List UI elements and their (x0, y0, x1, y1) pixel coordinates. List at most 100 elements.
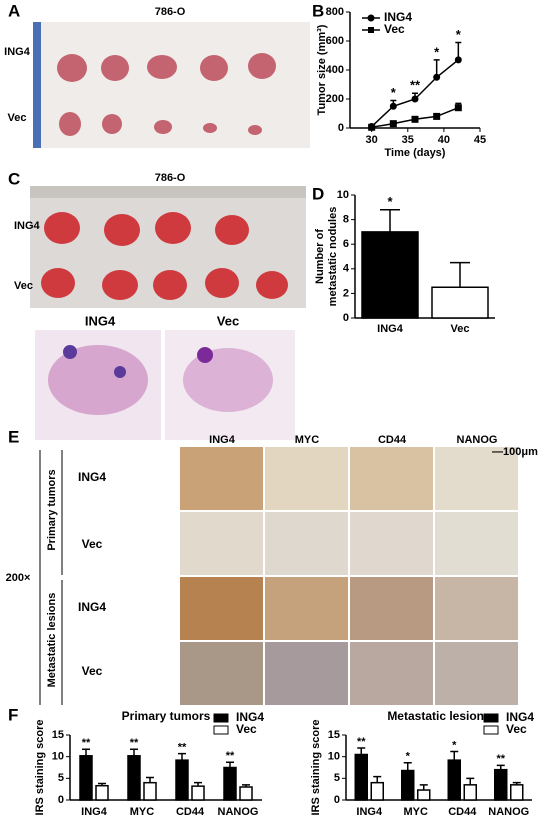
ihc-image (180, 642, 263, 705)
label: Vec (217, 313, 239, 328)
bar (463, 784, 477, 801)
ihc-image (180, 512, 263, 575)
x-tick-label: CD44 (448, 806, 477, 818)
label: F (8, 705, 18, 724)
error-bar (403, 761, 412, 771)
y-tick-label: 15 (328, 729, 340, 741)
significance: ** (178, 742, 187, 754)
ihc-image (350, 642, 433, 705)
point (389, 120, 397, 128)
nodule (63, 345, 77, 359)
label: ING4 (78, 470, 106, 484)
significance: * (406, 751, 411, 763)
label: C (8, 169, 20, 188)
x-tick-label: 40 (438, 134, 450, 146)
error-bar (373, 775, 382, 783)
bar (361, 231, 419, 319)
ihc-image (265, 512, 348, 575)
legend-swatch (483, 713, 499, 723)
error-bar (178, 752, 186, 761)
bar (95, 784, 109, 801)
x-tick-label: ING4 (377, 323, 404, 335)
label: ING4 (78, 600, 106, 614)
point (433, 112, 441, 120)
bar (494, 768, 508, 801)
bar (223, 766, 237, 801)
bar (431, 286, 489, 319)
label: ING4 (14, 220, 41, 232)
label: MYC (295, 434, 320, 446)
y-tick-label: 10 (337, 189, 349, 201)
legend-swatch (213, 713, 229, 723)
ihc-image (180, 447, 263, 510)
y-tick-label: 400 (326, 64, 344, 76)
x-tick-label: 35 (402, 134, 414, 146)
nodule (197, 347, 213, 363)
y-tick-label: 2 (343, 287, 349, 299)
label: D (312, 184, 324, 203)
y-tick-label: 10 (52, 751, 64, 763)
label: B (312, 1, 324, 20)
error-bar (357, 747, 366, 755)
y-tick-label: 0 (343, 312, 349, 324)
x-tick-label: NANOG (488, 806, 529, 818)
point (454, 104, 462, 112)
label: Vec (14, 280, 33, 292)
x-tick-label: MYC (130, 806, 155, 818)
error-bar (146, 776, 154, 783)
ruler (30, 186, 306, 198)
x-tick-label: 30 (366, 134, 378, 146)
label: NANOG (457, 434, 498, 446)
bar (401, 769, 415, 801)
ihc-image (265, 447, 348, 510)
x-tick-label: Vec (451, 323, 470, 335)
ruler (33, 22, 41, 148)
point (368, 123, 376, 131)
legend-marker (367, 14, 375, 22)
legend-label: Vec (506, 722, 527, 736)
y-tick-label: 600 (326, 35, 344, 47)
label: Vec (82, 537, 103, 551)
y-axis-label: Number of (314, 229, 326, 284)
label: Metastatic lesions (46, 593, 58, 688)
label: CD44 (378, 434, 407, 446)
y-axis-label: IRS staining score (34, 720, 46, 816)
label: Vec (82, 664, 103, 678)
error-bar (466, 777, 475, 785)
chart-title: Metastatic lesions (387, 709, 491, 723)
point (411, 115, 419, 123)
y-tick-label: 8 (343, 214, 349, 226)
significance: * (387, 194, 393, 209)
y-tick-label: 10 (328, 751, 340, 763)
bar (510, 784, 524, 801)
ihc-image (350, 512, 433, 575)
label: 786-O (155, 172, 186, 184)
y-axis-label: IRS staining score (310, 720, 322, 816)
x-tick-label: CD44 (176, 806, 205, 818)
legend-label: ING4 (384, 10, 412, 24)
bar (191, 785, 205, 801)
y-tick-label: 4 (343, 263, 350, 275)
label: 200× (6, 572, 31, 584)
legend-marker (368, 27, 374, 33)
label: ING4 (85, 313, 116, 328)
bar (447, 759, 461, 801)
bar (239, 786, 253, 801)
ihc-image (350, 577, 433, 640)
significance: ** (357, 736, 366, 748)
significance: * (391, 85, 397, 100)
significance: ** (226, 750, 235, 762)
y-tick-label: 0 (58, 794, 64, 806)
label: ING4 (209, 434, 236, 446)
tissue (183, 348, 273, 412)
label: 786-O (155, 6, 186, 18)
ihc-image (180, 577, 263, 640)
y-tick-label: 5 (334, 772, 340, 784)
error-bar (82, 748, 90, 756)
label: ING4 (4, 46, 31, 58)
y-tick-label: 0 (338, 122, 344, 134)
legend-label: Vec (384, 22, 405, 36)
label: E (8, 427, 19, 446)
error-bar (450, 750, 459, 761)
lungs (41, 212, 288, 300)
